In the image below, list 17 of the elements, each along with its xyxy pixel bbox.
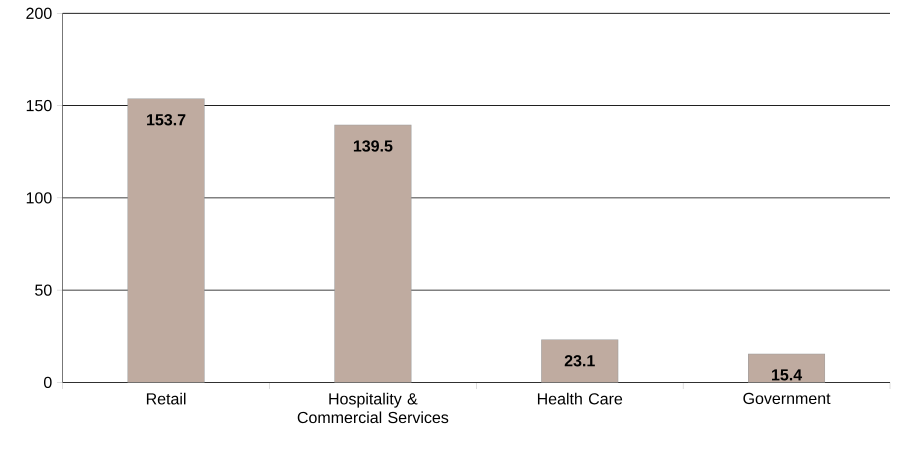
bar	[128, 98, 205, 382]
x-tick-label: Government	[743, 392, 830, 404]
y-tick-label: 50	[35, 284, 52, 296]
y-tick-label: 150	[26, 100, 52, 112]
data-label: 15.4	[772, 369, 802, 380]
x-tick-label: Hospitality & Commercial Services	[298, 392, 448, 424]
y-tick-label: 0	[44, 376, 52, 388]
data-label: 153.7	[147, 114, 186, 126]
data-label: 139.5	[354, 140, 392, 152]
bar	[748, 354, 826, 382]
x-tick-label: Retail	[146, 392, 186, 404]
y-tick-label: 100	[26, 192, 52, 204]
data-label: 23.1	[564, 355, 595, 366]
bar	[334, 124, 412, 382]
x-tick-label: Health Care	[538, 392, 622, 404]
y-tick-label: 200	[26, 8, 52, 19]
bar	[541, 339, 618, 382]
